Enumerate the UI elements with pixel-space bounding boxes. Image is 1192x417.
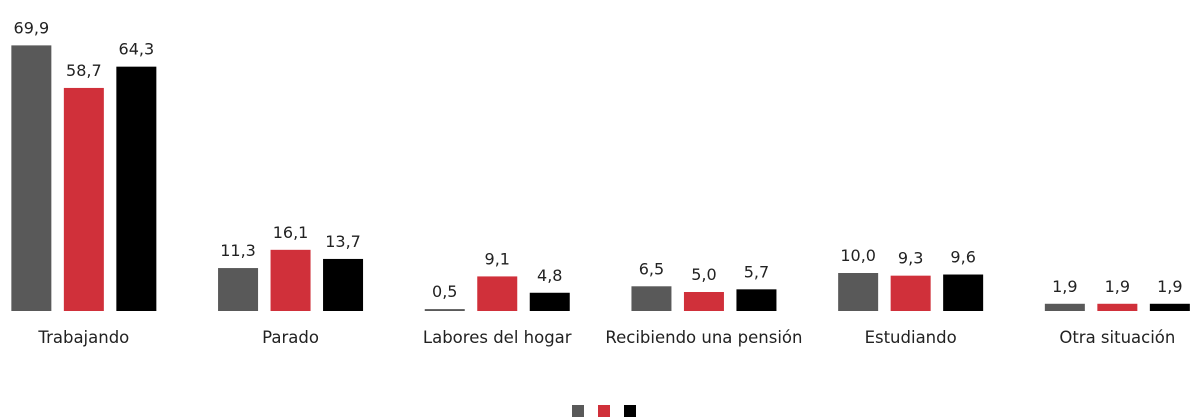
value-label: 4,8 [537,266,562,285]
bar [1044,303,1085,311]
value-label: 1,9 [1157,277,1182,296]
x-tick-label: Estudiando [864,328,957,347]
value-label: 1,9 [1052,277,1077,296]
value-label: 1,9 [1105,277,1130,296]
value-label: 64,3 [119,40,155,59]
bar [838,273,879,311]
value-label: 11,3 [220,241,256,260]
x-tick-label: Otra situación [1059,328,1176,347]
value-label: 5,0 [691,265,716,284]
value-label: 69,9 [14,18,50,37]
bar [890,275,931,311]
bar [11,45,52,311]
value-label: 9,1 [485,249,510,268]
bar [631,286,672,311]
bar [323,258,364,311]
bar [736,289,777,311]
bar [943,274,984,311]
value-label: 16,1 [273,223,309,242]
x-tick-label: Parado [262,328,319,347]
value-label: 10,0 [840,246,876,265]
legend-swatch [572,405,584,417]
bar [424,309,465,311]
bar [116,66,157,311]
bar [1097,303,1138,311]
value-label: 5,7 [744,262,769,281]
bar [63,87,104,311]
value-label: 9,3 [898,249,923,268]
bar [270,249,311,311]
x-tick-label: Recibiendo una pensión [605,328,803,347]
bar [1149,303,1190,311]
bar [529,292,570,311]
bar [218,268,259,311]
value-label: 0,5 [432,282,457,301]
value-label: 13,7 [325,232,361,251]
legend-swatch [598,405,610,417]
value-label: 6,5 [639,259,664,278]
legend-swatch [624,405,636,417]
bar [477,276,518,311]
value-label: 58,7 [66,61,102,80]
x-tick-label: Labores del hogar [422,328,572,347]
bar [683,292,724,311]
value-label: 9,6 [950,248,975,267]
x-tick-label: Trabajando [38,328,130,347]
